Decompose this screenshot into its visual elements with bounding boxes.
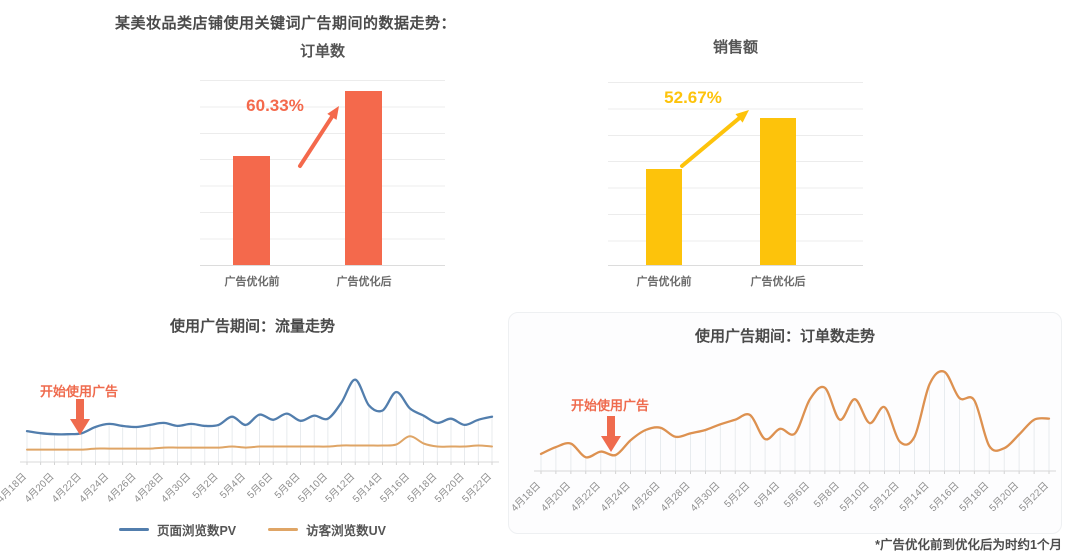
svg-text:5月10日: 5月10日 [837,480,871,514]
orders-cat-before: 广告优化前 [224,276,280,288]
orders-start-ads-note: 开始使用广告 [571,398,650,413]
sales-growth-arrow-icon [680,110,749,168]
svg-text:5月12日: 5月12日 [323,471,357,505]
orders-bar-chart: 订单数 60.33% 广告优化前 广告优化后 [200,40,445,288]
svg-text:4月30日: 4月30日 [159,471,193,505]
svg-text:5月20日: 5月20日 [432,471,466,505]
orders-bar-after [345,91,382,265]
pv-legend-label: 页面浏览数PV [156,524,237,538]
svg-text:5月8日: 5月8日 [811,480,841,510]
svg-text:5月6日: 5月6日 [245,471,275,501]
orders-growth-label: 60.33% [246,96,304,115]
svg-text:4月30日: 4月30日 [688,480,722,514]
traffic-line-plot: 4月18日4月20日4月22日4月24日4月26日4月28日4月30日5月2日5… [0,378,499,505]
sales-bar-before [646,169,682,265]
svg-text:4月26日: 4月26日 [104,471,138,505]
uv-line-swatch-icon [268,528,299,531]
orders-line-chart-panel: 使用广告期间：订单数走势 4月18日 4月20日 4月22日 4月24日 4月26日 4月… [508,312,1062,534]
svg-text:5月16日: 5月16日 [927,480,961,514]
sales-bar-after [760,118,796,265]
svg-text:5月2日: 5月2日 [722,480,752,510]
traffic-start-ads-note: 开始使用广告 [40,384,119,399]
svg-text:5月22日: 5月22日 [460,471,494,505]
svg-text:5月6日: 5月6日 [782,480,812,510]
sales-bar-plot: 52.67% [608,82,863,266]
legend-item-pv: 页面浏览数PV [118,520,237,539]
traffic-legend: 页面浏览数PV 访客浏览数UV [0,520,505,539]
sales-growth-label: 52.67% [664,88,722,107]
svg-text:5月2日: 5月2日 [190,471,220,501]
legend-item-uv: 访客浏览数UV [268,520,386,539]
sales-bar-chart: 销售额 52.67% 广告优化前 广告优化后 [608,36,863,288]
svg-text:5月4日: 5月4日 [217,471,247,501]
page-title: 某美妆品类店铺使用关键词广告期间的数据走势： [115,15,457,32]
sales-cat-after: 广告优化后 [750,276,806,288]
traffic-line-title: 使用广告期间：流量走势 [169,318,335,335]
traffic-down-arrow-icon [70,399,90,435]
sales-bar-categories: 广告优化前 广告优化后 [608,266,863,288]
svg-text:5月16日: 5月16日 [378,471,412,505]
orders-growth-arrow-icon [298,106,339,168]
traffic-line-chart: 使用广告期间：流量走势 4月18日 4月20日 4月22日 4月24日 4月26日 4月2… [0,315,505,558]
orders-bar-plot: 60.33% [200,80,445,266]
sales-cat-before: 广告优化前 [636,276,692,288]
sales-bar-title: 销售额 [712,39,758,56]
orders-down-arrow-icon [601,416,621,452]
orders-cat-after: 广告优化后 [336,276,392,288]
svg-text:5月18日: 5月18日 [957,480,991,514]
svg-text:5月12日: 5月12日 [867,480,901,514]
orders-bar-title: 订单数 [299,43,345,60]
footnote: *广告优化前到优化后为时约1个月 [875,538,1062,552]
svg-text:5月22日: 5月22日 [1017,480,1051,514]
svg-text:5月4日: 5月4日 [752,480,782,510]
svg-text:4月18日: 4月18日 [509,480,543,514]
svg-text:5月14日: 5月14日 [897,480,931,514]
uv-legend-label: 访客浏览数UV [306,524,387,538]
orders-bar-before [233,156,270,265]
svg-text:4月28日: 4月28日 [658,480,692,514]
orders-bar-categories: 广告优化前 广告优化后 [200,266,445,288]
svg-text:4月24日: 4月24日 [598,480,632,514]
orders-line-title: 使用广告期间：订单数走势 [694,328,875,345]
svg-text:5月20日: 5月20日 [987,480,1021,514]
svg-text:4月20日: 4月20日 [539,480,573,514]
pv-line-swatch-icon [118,528,149,531]
svg-text:4月26日: 4月26日 [628,480,662,514]
svg-text:4月22日: 4月22日 [49,471,83,505]
svg-text:4月22日: 4月22日 [568,480,602,514]
